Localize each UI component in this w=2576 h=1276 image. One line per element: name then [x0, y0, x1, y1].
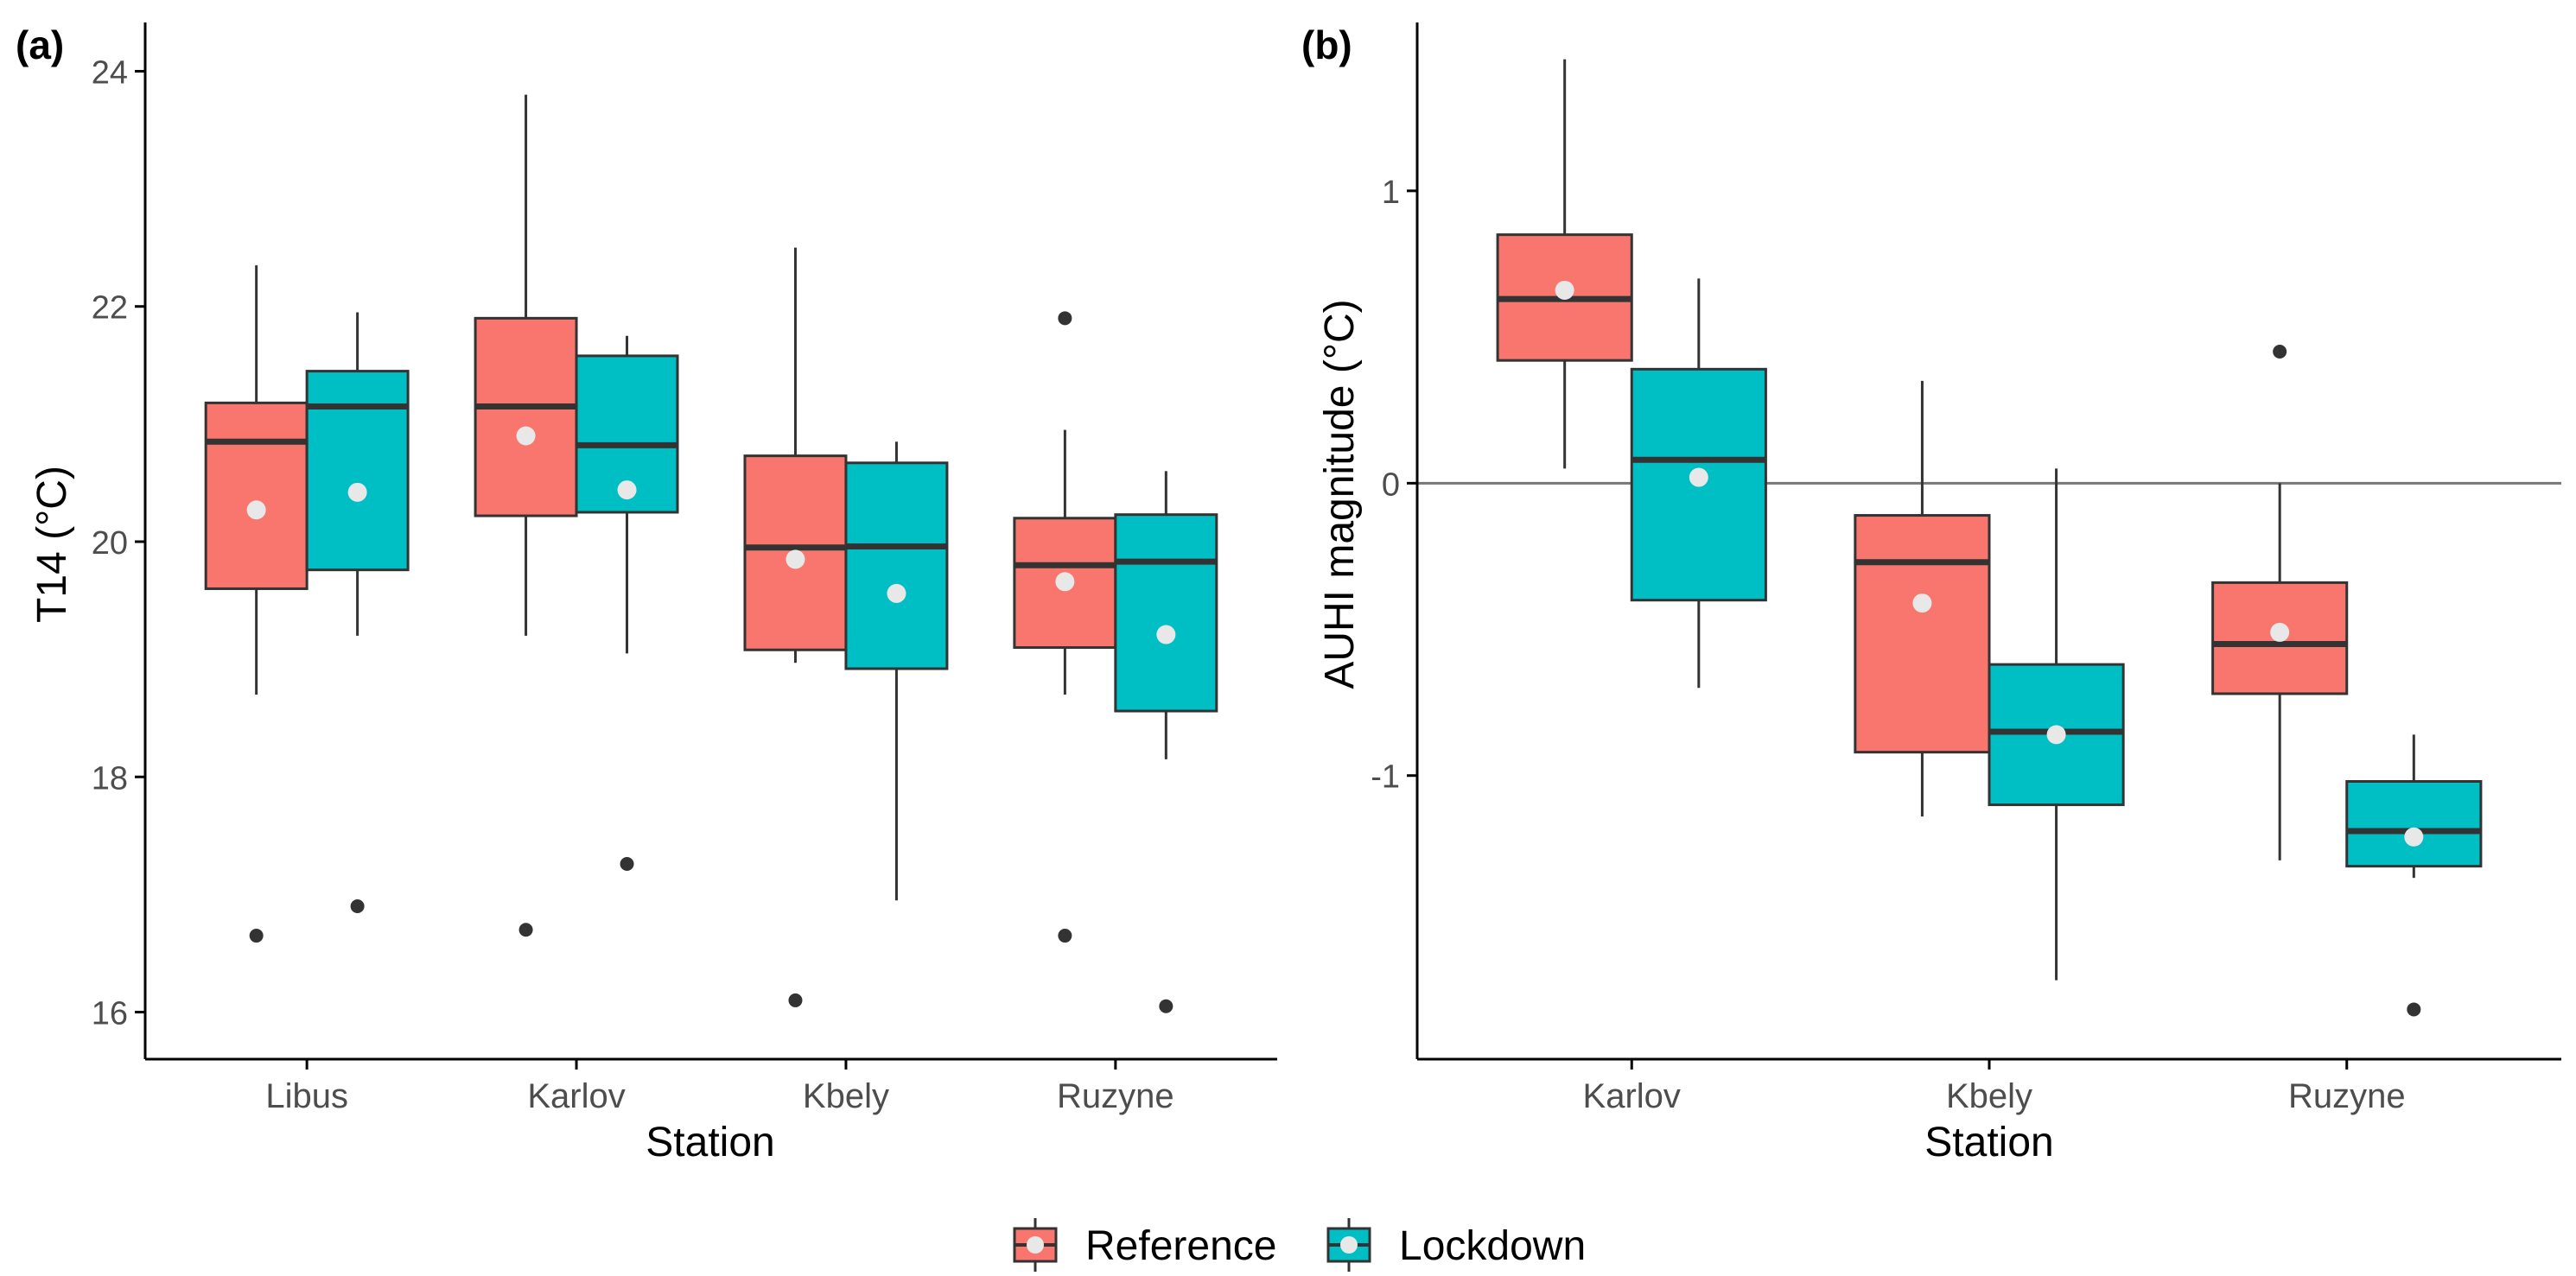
- panel-b-kbely-lockdown-mean-point: [2046, 725, 2066, 745]
- panel-a-x-tick-label-ruzyne: Ruzyne: [1057, 1077, 1174, 1115]
- panel-a-x-tick-label-libus: Libus: [265, 1077, 348, 1115]
- legend-key-lockdown: [1326, 1218, 1371, 1272]
- panel-a-y-tick-label: 18: [92, 760, 128, 797]
- panel-a-libus-lockdown-box: [305, 370, 410, 572]
- legend: Reference Lockdown: [1013, 1218, 1586, 1272]
- panel-a-karlov-lockdown-mean-point: [617, 480, 637, 500]
- panel-a-ruzyne-lockdown-mean-point: [1156, 625, 1176, 644]
- panel-b-y-tick-label: -1: [1371, 759, 1400, 796]
- panel-a-x-axis-title: Station: [646, 1120, 774, 1165]
- panel-a-ruzyne-reference-outlier: [1058, 311, 1072, 326]
- panel-a-y-axis-title: T14 (°C): [29, 466, 75, 623]
- panel-a-ruzyne-lockdown-outlier: [1159, 999, 1174, 1013]
- panel-b-kbely-reference-mean-point: [1912, 594, 1932, 613]
- panel-b-y-tick-label: 0: [1382, 467, 1400, 503]
- panel-a-y-tick-label: 24: [92, 54, 128, 91]
- panel-b-kbely-reference-box: [1854, 514, 1991, 754]
- legend-key-reference: [1013, 1218, 1058, 1272]
- panel-b-x-tick-label-kbely: Kbely: [1946, 1077, 2032, 1115]
- panel-b-ruzyne-lockdown-outlier: [2407, 1002, 2421, 1017]
- panel-b-x-tick-label-karlov: Karlov: [1583, 1077, 1681, 1115]
- panel-b-ruzyne-reference-mean-point: [2270, 622, 2290, 642]
- panel-a-karlov-reference-mean-point: [516, 426, 536, 446]
- panel-b-ruzyne-lockdown-mean-point: [2404, 827, 2424, 847]
- panel-b-x-tick-label-ruzyne: Ruzyne: [2288, 1077, 2406, 1115]
- panel-a-y-tick-label: 20: [92, 525, 128, 562]
- panel-a-kbely-reference-mean-point: [786, 549, 805, 569]
- panel-a-libus-reference-box: [204, 401, 308, 590]
- panel-a: (a) 16 18 20 22 24 Libus Karlov Kbely Ruzyne St…: [16, 22, 1277, 1165]
- panel-a-kbely-reference-outlier: [788, 993, 803, 1007]
- panel-a-libus-reference-mean-point: [246, 500, 266, 520]
- panel-a-libus-reference-outlier: [249, 929, 264, 943]
- panel-a-ruzyne-reference-outlier: [1058, 929, 1072, 943]
- panel-b-y-axis-title: AUHI magnitude (°C): [1317, 299, 1363, 689]
- panel-a-x-tick-label-kbely: Kbely: [803, 1077, 889, 1115]
- panel-a-karlov-reference-outlier: [518, 923, 533, 937]
- panel-a-ruzyne-reference-mean-point: [1055, 572, 1075, 592]
- legend-label-reference: Reference: [1085, 1223, 1276, 1269]
- panel-b-y-tick-label: 1: [1382, 175, 1400, 211]
- panel-a-label: (a): [16, 22, 64, 67]
- panel-b-label: (b): [1301, 22, 1352, 67]
- panel-b-ruzyne-reference-outlier: [2273, 345, 2287, 359]
- panel-b-karlov-lockdown-mean-point: [1689, 467, 1708, 487]
- panel-b-ruzyne-lockdown-box: [2345, 780, 2483, 868]
- legend-label-lockdown: Lockdown: [1399, 1223, 1586, 1269]
- panel-a-kbely-lockdown-box: [844, 461, 949, 670]
- panel-a-y-tick-label: 22: [92, 290, 128, 327]
- panel-a-karlov-reference-box: [474, 316, 578, 517]
- panel-a-x-tick-label-karlov: Karlov: [527, 1077, 625, 1115]
- panel-a-ruzyne-lockdown-box: [1114, 513, 1218, 713]
- panel-a-karlov-lockdown-outlier: [620, 857, 634, 872]
- panel-b: (b) -1 0 1 Karlov Kbely Ruzyne Station AUHI …: [1301, 22, 2561, 1165]
- panel-a-libus-lockdown-mean-point: [347, 482, 367, 502]
- panel-b-karlov-reference-mean-point: [1555, 280, 1574, 300]
- panel-a-y-tick-label: 16: [92, 996, 128, 1032]
- panel-a-libus-lockdown-outlier: [350, 899, 365, 914]
- panel-a-kbely-lockdown-mean-point: [887, 583, 906, 603]
- panel-b-x-axis-title: Station: [1924, 1120, 2053, 1165]
